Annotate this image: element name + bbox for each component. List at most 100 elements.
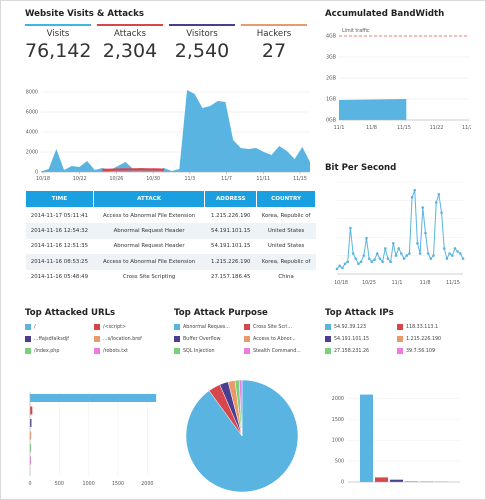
bps-point xyxy=(402,257,406,260)
stat-label: Visits xyxy=(46,29,70,39)
stat-value: 2,304 xyxy=(102,40,158,62)
bps-point xyxy=(373,258,376,261)
x-tick-label: 0 xyxy=(28,481,31,487)
x-tick-label: 11/11 xyxy=(256,176,270,182)
bps-point xyxy=(450,254,454,257)
bps-point xyxy=(413,188,417,192)
legend-item[interactable]: 1.215.226.190 xyxy=(397,336,441,342)
legend-item[interactable]: 118.33.113.1 xyxy=(397,324,438,330)
legend-label: 118.33.113.1 xyxy=(406,324,439,330)
cell-address: 27.157.186.45 xyxy=(211,274,251,281)
x-tick-label: 10/30 xyxy=(146,176,160,182)
x-tick-label: 11/15 xyxy=(397,125,411,131)
legend-item[interactable]: Access to Abnor... xyxy=(244,336,296,342)
legend-swatch xyxy=(244,324,250,330)
legend-item[interactable]: /robots.txt xyxy=(94,348,128,354)
visits-area xyxy=(41,90,310,172)
cell-attack: Access to Abnormal File Extension xyxy=(93,254,205,270)
legend-item[interactable]: Buffer Overflow xyxy=(174,336,221,342)
column-header-attack[interactable]: ATTACK xyxy=(92,190,206,208)
x-tick-label: 10/18 xyxy=(335,280,348,286)
table-row[interactable]: 2014-11-16 12:51:35 Abnormal Request Head… xyxy=(26,239,316,255)
legend-item[interactable]: 54.92.39.123 xyxy=(325,324,366,330)
legend-item[interactable]: ...ffajsdfalksdjf xyxy=(25,336,69,342)
legend-item[interactable]: 27.158.231.26 xyxy=(325,348,369,354)
stat-color-bar xyxy=(25,24,91,26)
column-header-country[interactable]: COUNTRY xyxy=(256,190,316,208)
cell-attack: Abnormal Request Header xyxy=(93,223,205,239)
y-tick-label: 0 xyxy=(35,170,38,176)
stat-hackers: Hackers 27 xyxy=(241,24,307,62)
legend-item[interactable]: /<script> xyxy=(94,324,126,330)
recent-attacks-table: TIME ATTACK ADDRESS COUNTRY 2014-11-17 0… xyxy=(25,190,316,285)
y-tick-label: 2000 xyxy=(332,396,344,402)
stat-color-bar xyxy=(97,24,163,26)
bps-point xyxy=(408,252,411,255)
bps-point xyxy=(367,257,371,260)
table-row[interactable]: 2014-11-16 05:48:49 Cross Site Scripting 2… xyxy=(26,270,316,286)
column-header-address[interactable]: ADDRESS xyxy=(204,190,258,208)
bps-point xyxy=(354,257,358,260)
legend-item[interactable]: 54.191.101.15 xyxy=(325,336,369,342)
x-tick-label: 1500 xyxy=(112,481,124,487)
legend-swatch xyxy=(325,336,331,342)
stat-label: Attacks xyxy=(114,29,146,39)
table-row[interactable]: 2014-11-17 05:11:41 Access to Abnormal Fi… xyxy=(26,208,316,224)
bps-point xyxy=(429,257,433,260)
bps-point xyxy=(424,231,427,235)
legend-swatch xyxy=(325,324,331,330)
cell-attack: Cross Site Scripting xyxy=(122,274,176,281)
stat-label: Hackers xyxy=(256,29,292,39)
bps-point xyxy=(426,252,430,255)
purpose-pie-chart xyxy=(185,379,299,493)
bps-point xyxy=(394,254,398,257)
bps-point xyxy=(400,252,403,255)
legend-item[interactable]: Stealth Command... xyxy=(244,348,301,354)
y-tick-label: 1000 xyxy=(332,438,344,444)
legend-swatch xyxy=(397,348,403,354)
legend-item[interactable]: SQL Injection xyxy=(174,348,215,354)
legend-label: 27.158.231.26 xyxy=(334,348,370,354)
y-tick-label: 3GB xyxy=(326,55,336,61)
legend-label: ...ffajsdfalksdjf xyxy=(34,336,69,342)
legend-item[interactable]: /index.php xyxy=(25,348,59,354)
urls-chart: 0 500 1000 1500 2000 xyxy=(28,392,157,487)
bps-point xyxy=(341,266,344,270)
y-tick-label: 4000 xyxy=(26,130,38,136)
bps-point xyxy=(359,260,363,264)
legend-item[interactable]: 39.7.56.109 xyxy=(397,348,435,354)
legend-item[interactable]: / xyxy=(25,324,36,330)
table-row[interactable]: 2014-11-16 08:53:25 Access to Abnormal Fi… xyxy=(25,254,316,270)
bps-point xyxy=(365,236,368,240)
legend-item[interactable]: Cross Site Scri... xyxy=(244,324,292,330)
y-tick-label: 500 xyxy=(335,459,344,465)
ip-bar xyxy=(375,477,388,482)
legend-label: Buffer Overflow xyxy=(183,336,221,342)
cell-country: Korea, Republic of xyxy=(256,254,316,270)
column-header-time[interactable]: TIME xyxy=(25,190,94,208)
url-bar xyxy=(30,456,31,465)
y-tick-label: 0 xyxy=(341,480,344,486)
legend-item[interactable]: ...s/location.bref xyxy=(94,336,142,342)
legend-swatch xyxy=(94,336,100,342)
bps-point xyxy=(338,264,341,268)
table-row[interactable]: 2014-11-16 12:54:32 Abnormal Request Head… xyxy=(25,223,316,239)
bps-point xyxy=(397,247,400,250)
cell-country: United States xyxy=(267,243,305,250)
legend-swatch xyxy=(174,348,180,354)
x-tick-label: 11/7 xyxy=(221,176,232,182)
legend-label: /index.php xyxy=(34,348,60,354)
bps-point xyxy=(459,252,462,255)
stat-color-bar xyxy=(169,24,235,26)
bps-point xyxy=(410,196,414,199)
bps-panel-title: Bit Per Second xyxy=(325,163,397,173)
limit-label: Limit traffic xyxy=(342,28,370,34)
bandwidth-panel-title: Accumulated BandWidth xyxy=(325,9,445,19)
legend-swatch xyxy=(244,336,250,342)
bandwidth-area xyxy=(339,99,407,120)
purpose-panel-title: Top Attack Purpose xyxy=(174,308,268,318)
bps-point xyxy=(448,252,451,255)
legend-item[interactable]: Abnormal Reques... xyxy=(174,324,230,330)
url-bar xyxy=(30,431,32,440)
bps-point xyxy=(346,260,350,264)
